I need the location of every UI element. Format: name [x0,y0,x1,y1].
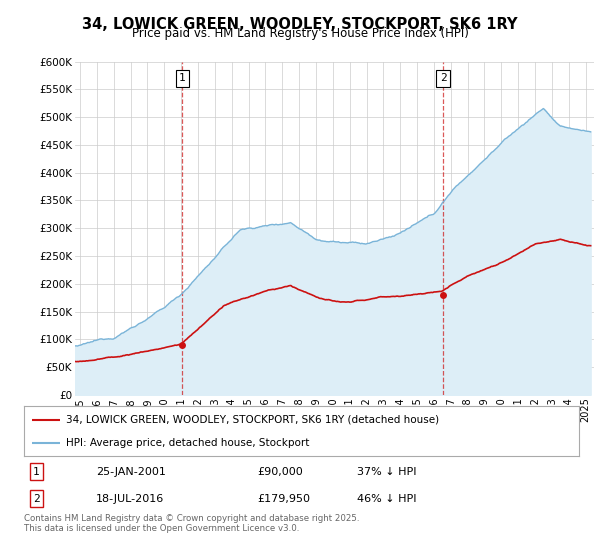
Text: £90,000: £90,000 [257,467,303,477]
Text: 1: 1 [179,73,186,83]
Text: 2: 2 [440,73,446,83]
Text: HPI: Average price, detached house, Stockport: HPI: Average price, detached house, Stoc… [65,438,309,448]
Text: 18-JUL-2016: 18-JUL-2016 [96,493,164,503]
Text: 1: 1 [33,467,40,477]
Text: 37% ↓ HPI: 37% ↓ HPI [357,467,416,477]
Text: £179,950: £179,950 [257,493,310,503]
Text: 46% ↓ HPI: 46% ↓ HPI [357,493,416,503]
Text: Contains HM Land Registry data © Crown copyright and database right 2025.
This d: Contains HM Land Registry data © Crown c… [24,514,359,534]
Text: 34, LOWICK GREEN, WOODLEY, STOCKPORT, SK6 1RY: 34, LOWICK GREEN, WOODLEY, STOCKPORT, SK… [82,17,518,32]
Text: 25-JAN-2001: 25-JAN-2001 [96,467,166,477]
Text: Price paid vs. HM Land Registry's House Price Index (HPI): Price paid vs. HM Land Registry's House … [131,27,469,40]
Text: 2: 2 [33,493,40,503]
Text: 34, LOWICK GREEN, WOODLEY, STOCKPORT, SK6 1RY (detached house): 34, LOWICK GREEN, WOODLEY, STOCKPORT, SK… [65,414,439,424]
